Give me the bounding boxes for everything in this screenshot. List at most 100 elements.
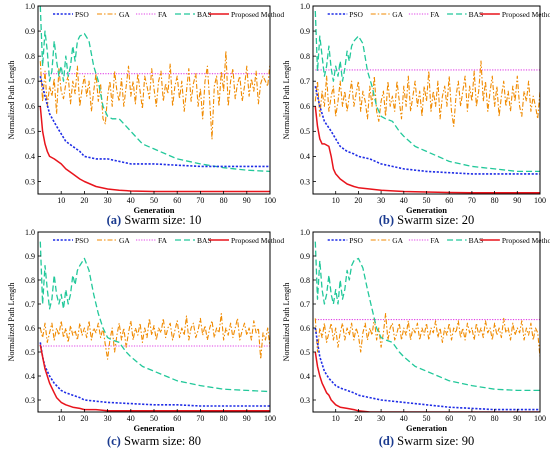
series-line-ga (314, 313, 540, 357)
legend-label: Proposed Method (231, 236, 284, 245)
x-tick-label: 80 (220, 196, 228, 205)
legend: PSO GA FA BAS Proposed Method (53, 10, 284, 19)
y-tick-label: 0.4 (300, 372, 310, 381)
x-axis-label: Generation (406, 205, 447, 215)
series-line-bas (39, 6, 270, 173)
y-tick-label: 0.6 (25, 324, 35, 333)
legend: PSO GA FA BAS Proposed Method (53, 236, 284, 245)
panel-caption: (d) Swarm size: 90 (379, 434, 474, 448)
y-tick-label: 0.4 (25, 152, 35, 161)
legend-label: PSO (75, 10, 89, 19)
x-tick-label: 80 (220, 414, 228, 423)
x-tick-label: 20 (80, 414, 88, 423)
x-tick-label: 70 (196, 414, 204, 423)
x-tick-label: 80 (491, 196, 499, 205)
legend-label: Proposed Method (231, 10, 284, 19)
x-tick-label: 30 (377, 196, 385, 205)
legend-label: Proposed Method (502, 236, 550, 245)
x-tick-label: 30 (377, 414, 385, 423)
series-line-bas (314, 10, 540, 173)
x-axis-label: Generation (133, 423, 174, 433)
panel-caption-text: Swarm size: 80 (121, 434, 201, 448)
x-tick-label: 90 (243, 196, 251, 205)
plot-frame (312, 231, 541, 413)
y-tick-label: 0.4 (25, 372, 35, 381)
x-tick-label: 30 (104, 196, 112, 205)
y-tick-label: 1.0 (300, 228, 310, 237)
x-tick-label: 100 (264, 414, 276, 423)
series-line-bas (314, 241, 540, 392)
y-tick-label: 0.4 (300, 152, 310, 161)
x-tick-label: 30 (104, 414, 112, 423)
y-tick-label: 1.0 (300, 2, 310, 11)
legend-label: GA (119, 10, 130, 19)
legend: PSO GA FA BAS Proposed Method (327, 10, 550, 19)
legend-label: FA (430, 236, 440, 245)
panel-letter: (b) (379, 213, 394, 227)
x-tick-label: 70 (468, 196, 476, 205)
y-tick-label: 0.9 (300, 27, 310, 36)
x-tick-label: 10 (57, 414, 65, 423)
y-tick-label: 0.3 (300, 396, 310, 405)
x-tick-label: 50 (423, 196, 431, 205)
series-line-pso (39, 342, 270, 407)
y-axis-label: Normalized Path Length (282, 283, 291, 362)
x-tick-label: 90 (513, 196, 521, 205)
y-tick-label: 0.5 (300, 127, 310, 136)
y-tick-label: 0.9 (25, 252, 35, 261)
series-group (39, 6, 270, 193)
y-tick-label: 0.3 (25, 177, 35, 186)
legend-label: GA (119, 236, 130, 245)
x-tick-label: 80 (491, 414, 499, 423)
chart-panel-4: 10 20 30 40 50 60 70 80 90 100 0.3 0.4 0.5 0.6 0.7 0.8 0… (282, 228, 550, 448)
legend-label: FA (158, 236, 168, 245)
panel-letter: (c) (107, 434, 121, 448)
legend-label: GA (392, 10, 403, 19)
y-tick-label: 0.6 (25, 102, 35, 111)
x-tick-label: 100 (264, 196, 276, 205)
x-tick-label: 100 (534, 196, 546, 205)
y-tick-label: 0.8 (25, 52, 35, 61)
x-tick-label: 100 (534, 414, 546, 423)
y-tick-label: 0.7 (25, 77, 35, 86)
series-line-pso (39, 76, 270, 168)
x-tick-label: 50 (150, 414, 158, 423)
x-tick-label: 40 (127, 414, 135, 423)
x-tick-label: 50 (150, 196, 158, 205)
y-tick-label: 0.7 (25, 300, 35, 309)
x-tick-label: 60 (173, 414, 181, 423)
chart-panel-3: 10 20 30 40 50 60 70 80 90 100 0.3 0.4 0.5 0.6 0.7 0.8 0… (7, 228, 284, 448)
series-line-proposed-method (314, 351, 540, 412)
panel-caption-text: Swarm size: 10 (121, 213, 201, 227)
y-tick-label: 0.6 (300, 324, 310, 333)
legend-label: BAS (197, 10, 212, 19)
legend-label: BAS (469, 236, 484, 245)
legend-label: GA (392, 236, 403, 245)
panel-letter: (d) (379, 434, 394, 448)
series-line-proposed-method (314, 106, 540, 194)
x-axis-label: Generation (133, 205, 174, 215)
series-group (314, 241, 540, 412)
y-tick-label: 0.5 (25, 127, 35, 136)
y-tick-label: 0.8 (300, 276, 310, 285)
panel-caption: (c) Swarm size: 80 (107, 434, 201, 448)
x-tick-label: 20 (80, 196, 88, 205)
panel-caption: (a) Swarm size: 10 (107, 213, 202, 227)
y-tick-label: 0.5 (25, 348, 35, 357)
series-line-ga (39, 313, 270, 360)
x-tick-label: 40 (127, 196, 135, 205)
x-tick-label: 10 (332, 196, 340, 205)
x-tick-label: 20 (354, 196, 362, 205)
y-axis-label: Normalized Path Length (7, 61, 16, 140)
series-line-pso (314, 86, 540, 175)
y-tick-label: 0.8 (300, 52, 310, 61)
x-tick-label: 60 (173, 196, 181, 205)
x-tick-label: 90 (513, 414, 521, 423)
y-tick-label: 0.9 (300, 252, 310, 261)
chart-panel-2: 10 20 30 40 50 60 70 80 90 100 0.3 0.4 0.5 0.6 0.7 0.8 0… (282, 2, 550, 227)
x-tick-label: 60 (445, 196, 453, 205)
x-axis-label: Generation (406, 423, 447, 433)
x-tick-label: 10 (57, 196, 65, 205)
legend-label: BAS (469, 10, 484, 19)
plot-frame (37, 5, 271, 195)
